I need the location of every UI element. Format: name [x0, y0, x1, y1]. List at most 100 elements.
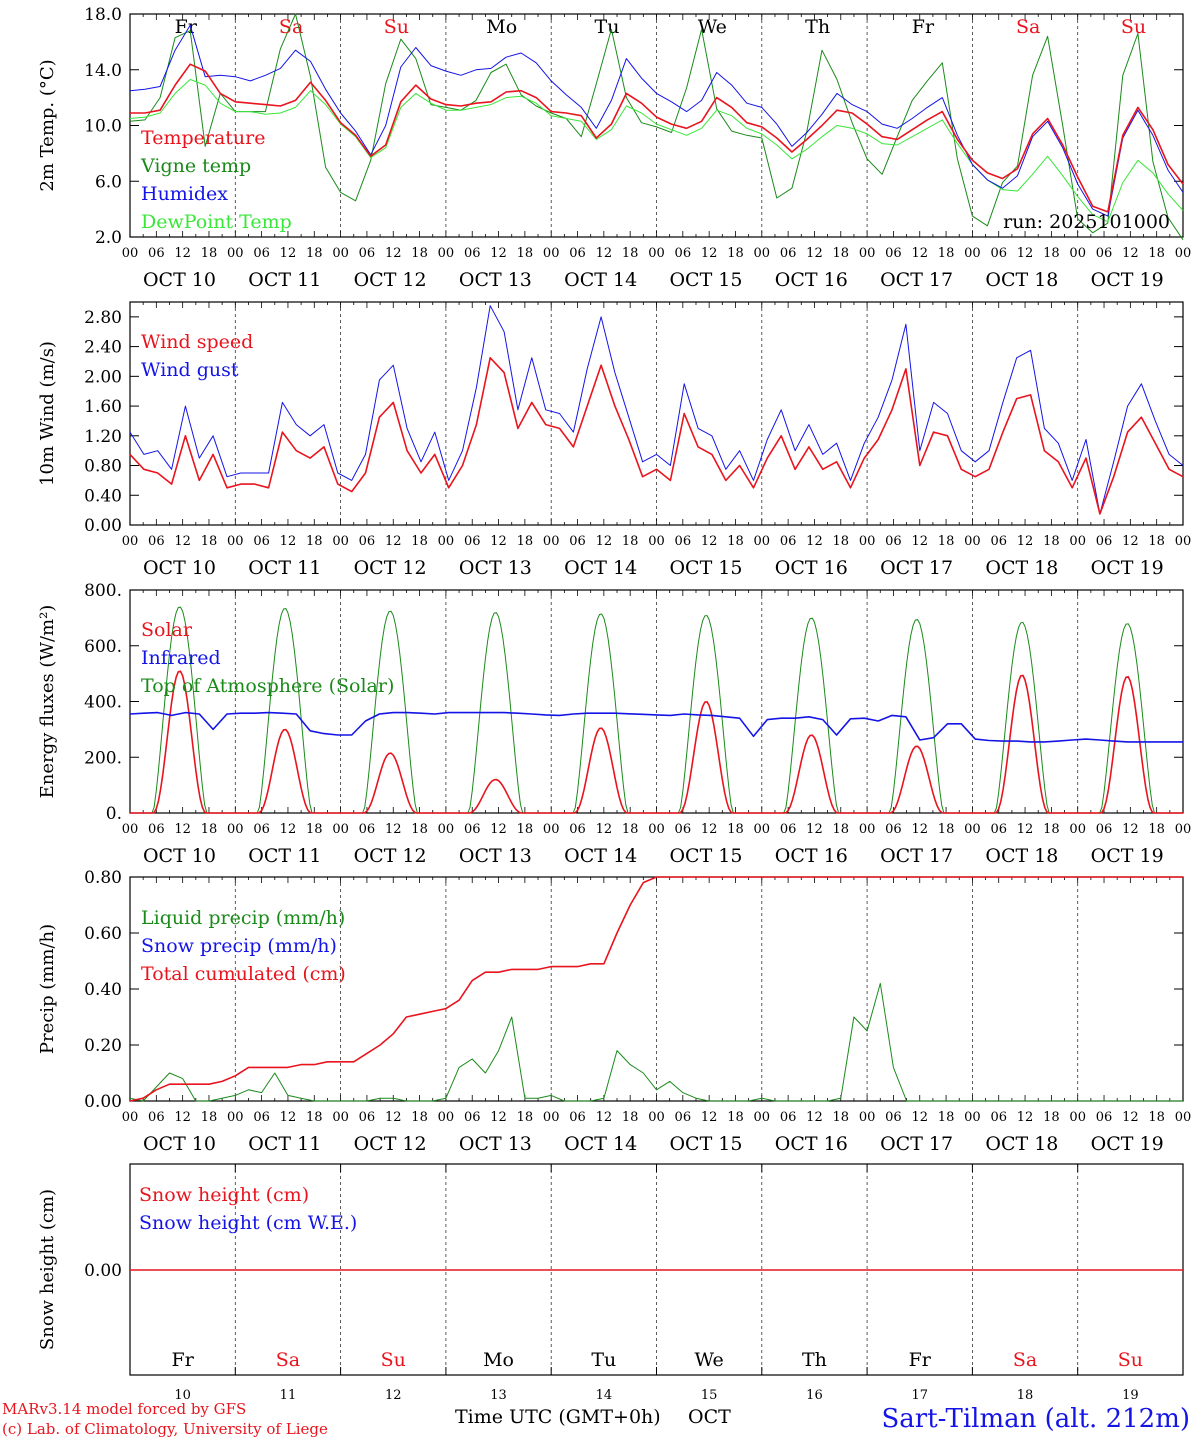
y-tick-label: 0.00 [84, 1261, 122, 1281]
date-label: OCT 12 [354, 845, 427, 867]
hour-tick-label: 00 [1175, 1110, 1192, 1125]
hour-tick-label: 00 [648, 1110, 665, 1125]
hour-tick-label: 00 [754, 822, 771, 837]
legend-entry: Humidex [141, 183, 228, 205]
hour-tick-label: 18 [1148, 246, 1165, 261]
weekday-label: Fr [172, 1349, 195, 1371]
hour-tick-label: 18 [938, 1110, 955, 1125]
date-label: OCT 12 [354, 557, 427, 579]
weekday-label: Mo [483, 1349, 514, 1371]
day-number-label: 15 [701, 1388, 718, 1403]
legend-entry: Solar [141, 619, 193, 641]
date-label: OCT 16 [775, 269, 848, 291]
hour-tick-label: 12 [806, 822, 823, 837]
legend-entry: Snow height (cm) [139, 1184, 309, 1206]
hour-tick-label: 00 [648, 534, 665, 549]
plot-border [129, 301, 1184, 526]
hour-tick-label: 12 [174, 246, 191, 261]
hour-tick-label: 12 [1122, 822, 1139, 837]
hour-tick-label: 00 [1175, 822, 1192, 837]
hour-tick-label: 18 [622, 534, 639, 549]
y-tick-label: 400. [84, 693, 122, 713]
run-annotation: run: 2025101000 [1003, 211, 1170, 233]
y-tick-label: 0.00 [84, 1092, 122, 1112]
hour-tick-label: 00 [227, 1110, 244, 1125]
day-number-label: 17 [911, 1388, 928, 1403]
hour-tick-label: 00 [1069, 822, 1086, 837]
month-label: OCT [688, 1406, 731, 1428]
hour-tick-label: 18 [1043, 822, 1060, 837]
series-line-humidex [129, 24, 1184, 217]
hour-tick-label: 12 [1017, 534, 1034, 549]
hour-tick-label: 06 [1096, 246, 1113, 261]
date-label: OCT 10 [143, 557, 216, 579]
hour-tick-label: 18 [517, 246, 534, 261]
day-number-label: 11 [280, 1388, 297, 1403]
series-line-temperature [130, 63, 1184, 213]
hour-tick-label: 00 [438, 246, 455, 261]
hour-tick-label: 06 [253, 1110, 270, 1125]
hour-tick-label: 06 [885, 1110, 902, 1125]
hour-tick-label: 12 [806, 246, 823, 261]
hour-tick-label: 00 [754, 534, 771, 549]
y-tick-label: 2.40 [84, 338, 122, 358]
hour-tick-label: 18 [306, 534, 323, 549]
y-tick-label: 1.60 [84, 397, 122, 417]
hour-tick-label: 12 [1017, 822, 1034, 837]
weekday-label: Fr [912, 16, 935, 38]
hour-tick-label: 12 [701, 246, 718, 261]
hour-tick-label: 18 [1148, 534, 1165, 549]
hour-tick-label: 18 [727, 246, 744, 261]
hour-tick-label: 18 [938, 534, 955, 549]
date-label: OCT 11 [248, 269, 321, 291]
legend-entry: Snow precip (mm/h) [141, 935, 337, 957]
hour-tick-label: 00 [754, 246, 771, 261]
hour-tick-label: 12 [806, 534, 823, 549]
hour-tick-label: 00 [122, 246, 139, 261]
hour-tick-label: 00 [332, 534, 349, 549]
hour-tick-label: 06 [148, 534, 165, 549]
hour-tick-label: 00 [1069, 246, 1086, 261]
panel-2-y-axis: 0.00 0.40 0.80 1.20 1.60 2.00 2.40 2.80 10m Wind… [37, 308, 1183, 536]
date-label: OCT 13 [459, 557, 532, 579]
date-label: OCT 17 [880, 1133, 953, 1155]
hour-tick-label: 18 [833, 822, 850, 837]
hour-tick-label: 06 [569, 1110, 586, 1125]
hour-tick-label: 06 [780, 246, 797, 261]
plot-border [129, 589, 1184, 814]
hour-tick-label: 18 [622, 246, 639, 261]
hour-tick-label: 12 [1017, 1110, 1034, 1125]
hour-tick-label: 18 [411, 822, 428, 837]
panel-1-legend: Temperature Vigne temp Humidex DewPoint Tem… [140, 127, 292, 233]
hour-tick-label: 12 [174, 534, 191, 549]
day-number-label: 19 [1122, 1388, 1139, 1403]
x-axis-label: Time UTC (GMT+0h) [455, 1406, 661, 1428]
panel-4-y-axis: 0.00 0.20 0.40 0.60 0.80 Precip (mm/h) [37, 868, 1183, 1112]
date-label: OCT 17 [880, 557, 953, 579]
hour-tick-label: 00 [859, 246, 876, 261]
y-tick-label: 2.00 [84, 367, 122, 387]
plot-border [129, 13, 1184, 238]
weekday-label: Su [384, 16, 409, 38]
hour-tick-label: 06 [359, 534, 376, 549]
date-label: OCT 15 [669, 1133, 742, 1155]
date-label: OCT 19 [1091, 269, 1164, 291]
model-credit: MARv3.14 model forced by GFS [2, 1400, 246, 1418]
hour-tick-label: 18 [1043, 1110, 1060, 1125]
legend-entry: Temperature [141, 127, 265, 149]
series-line-dewpoint-temp [129, 79, 1184, 223]
hour-tick-label: 18 [1148, 1110, 1165, 1125]
hour-tick-label: 00 [227, 534, 244, 549]
hour-tick-label: 06 [148, 822, 165, 837]
date-label: OCT 19 [1091, 557, 1164, 579]
hour-tick-label: 06 [675, 534, 692, 549]
hour-tick-label: 00 [648, 822, 665, 837]
hour-tick-label: 12 [911, 1110, 928, 1125]
hour-tick-label: 12 [701, 822, 718, 837]
hour-tick-label: 06 [1096, 1110, 1113, 1125]
hour-tick-label: 18 [622, 1110, 639, 1125]
hour-tick-label: 06 [990, 1110, 1007, 1125]
hour-tick-label: 06 [359, 1110, 376, 1125]
y-tick-label: 0.60 [84, 924, 122, 944]
